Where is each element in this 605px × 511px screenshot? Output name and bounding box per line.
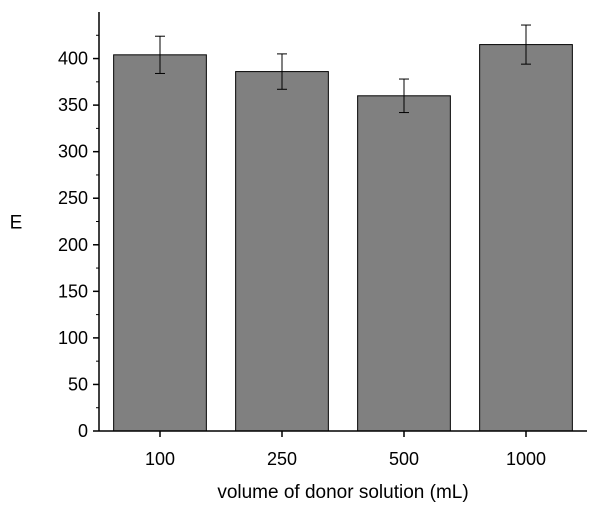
y-tick-label-100: 100: [58, 328, 88, 348]
y-axis: 0 50 100 150 200 250 300 350 400: [58, 12, 100, 441]
error-bars-group: [155, 24, 531, 114]
x-axis: 100 250 500 1000: [99, 430, 587, 469]
x-tick-label-100: 100: [145, 449, 175, 469]
y-tick-label-200: 200: [58, 235, 88, 255]
y-tick-label-250: 250: [58, 188, 88, 208]
x-tick-label-500: 500: [389, 449, 419, 469]
y-axis-title: E: [10, 213, 23, 234]
y-tick-label-50: 50: [68, 374, 88, 394]
y-tick-label-150: 150: [58, 281, 88, 301]
y-tick-label-0: 0: [78, 421, 88, 441]
x-axis-title: volume of donor solution (mL): [217, 482, 468, 503]
bar-1000: [479, 44, 573, 432]
x-tick-label-1000: 1000: [506, 449, 546, 469]
y-tick-label-350: 350: [58, 95, 88, 115]
x-tick-label-250: 250: [267, 449, 297, 469]
bars-group: [113, 44, 573, 432]
y-tick-label-300: 300: [58, 142, 88, 162]
y-tick-label-400: 400: [58, 49, 88, 69]
bar-250: [235, 71, 329, 432]
bar-100: [113, 54, 207, 432]
bar-500: [357, 95, 451, 432]
